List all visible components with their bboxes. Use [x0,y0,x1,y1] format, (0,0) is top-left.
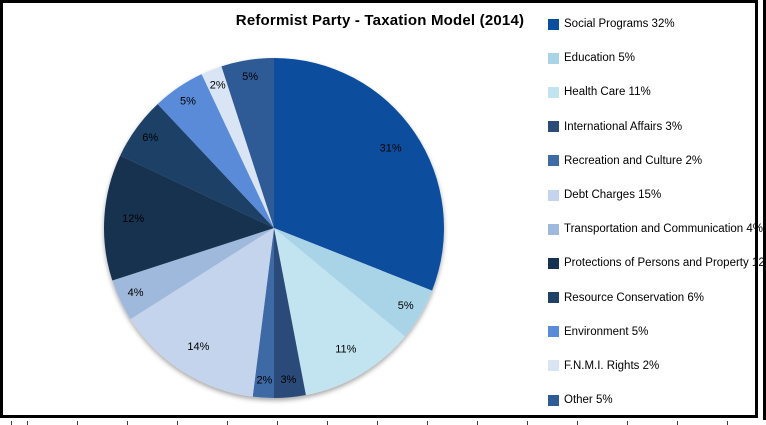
chart-title: Reformist Party - Taxation Model (2014) [235,12,525,29]
pie-slice-international-affairs [274,228,306,398]
legend-swatch-icon [548,52,559,64]
pie-slice-social-programs [274,58,444,291]
pie-slice-label: 12% [122,213,144,225]
legend-item: Environment 5% [548,315,758,349]
legend-item: International Affairs 3% [548,110,758,144]
legend-label: Transportation and Communication 4% [564,223,764,236]
pie-slice-label: 14% [187,341,209,353]
pie-slice-label: 6% [142,132,158,144]
pie-slice-label: 31% [380,143,402,155]
pie-slice-label: 4% [128,287,144,299]
legend-item: Recreation and Culture 2% [548,144,758,178]
legend-label: Education 5% [564,52,635,65]
pie-slice-education [274,228,433,337]
legend-label: Protections of Persons and Property 12% [564,257,766,270]
ruler-ticks [0,421,766,425]
pie-slice-f-n-m-i-rights [201,66,274,228]
legend-item: Resource Conservation 6% [548,281,758,315]
pie-slice-resource-conservation [120,104,275,228]
bottom-strip [0,420,766,425]
legend-swatch-icon [548,121,559,133]
pie-slice-other [221,58,274,228]
legend-item: Protections of Persons and Property 12% [548,246,766,280]
pie-slice-environment [157,74,274,229]
pie-slice-label: 2% [256,375,272,387]
pie-slice-debt-charges [130,228,274,397]
legend-swatch-icon [548,394,559,406]
pie-slice-label: 5% [180,95,196,107]
pie-slice-label: 3% [280,374,296,386]
legend-item: Transportation and Communication 4% [548,212,763,246]
legend-swatch-icon [548,223,559,235]
pie-slices-group [104,58,444,398]
pie-slice-transportation-and-communication [112,228,274,320]
legend-swatch-icon [548,18,559,30]
legend-swatch-icon [548,189,559,201]
legend-label: F.N.M.I. Rights 2% [564,359,660,372]
legend: Social Programs 32% Education 5% Health Ca… [548,7,766,417]
legend-label: Environment 5% [564,325,649,338]
pie-slice-label: 11% [335,343,356,355]
legend-item: Education 5% [548,41,758,75]
legend-item: Debt Charges 15% [548,178,758,212]
legend-item: Other 5% [548,383,758,417]
legend-label: Other 5% [564,394,613,407]
legend-label: Resource Conservation 6% [564,291,704,304]
pie-slice-label: 5% [398,300,414,312]
legend-label: Health Care 11% [564,86,651,99]
legend-label: Debt Charges 15% [564,189,662,202]
legend-swatch-icon [548,292,559,304]
pie-slice-protections-of-persons-and-property [104,155,275,281]
legend-label: Social Programs 32% [564,18,675,31]
legend-item: Health Care 11% [548,75,758,109]
legend-swatch-icon [548,257,559,269]
pie-slice-health-care [274,228,405,395]
legend-swatch-icon [548,86,559,98]
legend-label: International Affairs 3% [564,120,683,133]
legend-item: F.N.M.I. Rights 2% [548,349,758,383]
legend-label: Recreation and Culture 2% [564,154,703,167]
legend-swatch-icon [548,155,559,167]
pie-labels-group: 31% 5% 11% 3% 2% 14% 4% 12% 6% 5% 2% 5% [122,71,414,387]
pie-slice-label: 2% [210,80,226,92]
pie-slice-label: 5% [242,71,258,83]
legend-swatch-icon [548,360,559,372]
pie-slice-recreation-and-culture [252,228,274,398]
legend-item: Social Programs 32% [548,7,758,41]
legend-swatch-icon [548,326,559,338]
right-edge-border [763,0,766,420]
